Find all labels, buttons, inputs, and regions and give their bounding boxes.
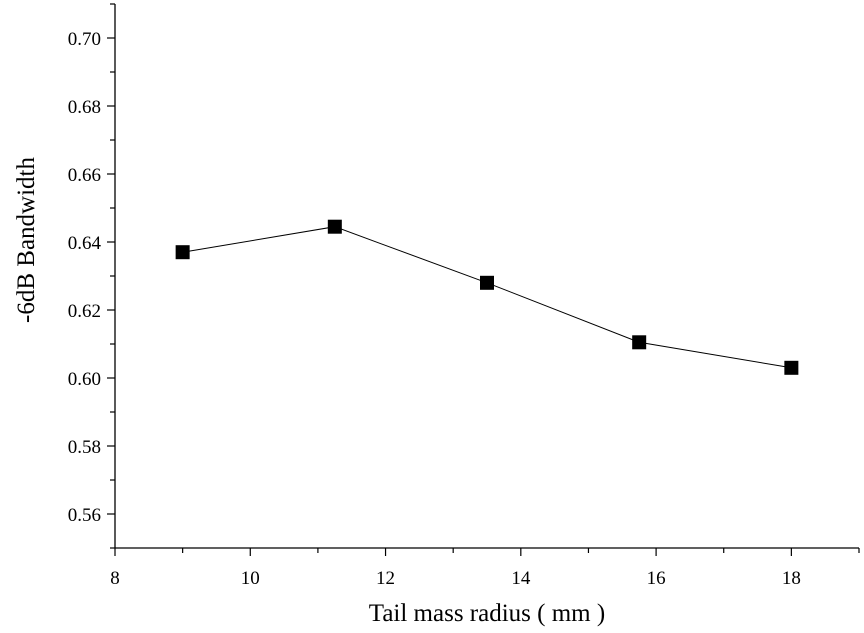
y-tick-label: 0.70 xyxy=(68,29,101,50)
data-point-marker xyxy=(480,275,494,290)
data-point-marker xyxy=(784,360,799,375)
y-tick-label: 0.56 xyxy=(68,505,101,526)
y-axis-title: -6dB Bandwidth xyxy=(13,157,40,323)
y-tick-label: 0.68 xyxy=(68,97,101,118)
x-tick-label: 18 xyxy=(782,568,801,589)
y-tick-label: 0.64 xyxy=(68,233,102,254)
x-tick-label: 10 xyxy=(241,568,260,589)
y-tick-label: 0.66 xyxy=(68,165,101,186)
x-tick-label: 12 xyxy=(376,568,395,589)
data-point-marker xyxy=(175,245,190,260)
x-tick-label: 8 xyxy=(110,568,120,589)
x-tick-label: 16 xyxy=(647,568,666,589)
x-tick-label: 14 xyxy=(511,568,531,589)
y-tick-label: 0.58 xyxy=(68,437,101,458)
x-ticks: 8 10 12 14 16 18 xyxy=(110,548,860,589)
data-point-marker xyxy=(632,335,647,350)
y-tick-label: 0.62 xyxy=(68,301,101,322)
y-ticks: 0.56 0.58 0.60 0.62 0.64 0.66 0.68 0.70 xyxy=(68,3,115,549)
y-tick-label: 0.60 xyxy=(68,369,101,390)
data-point-marker xyxy=(327,219,342,234)
data-series xyxy=(175,219,799,375)
series-line xyxy=(182,226,792,369)
x-axis-title: Tail mass radius ( mm ) xyxy=(369,600,605,627)
